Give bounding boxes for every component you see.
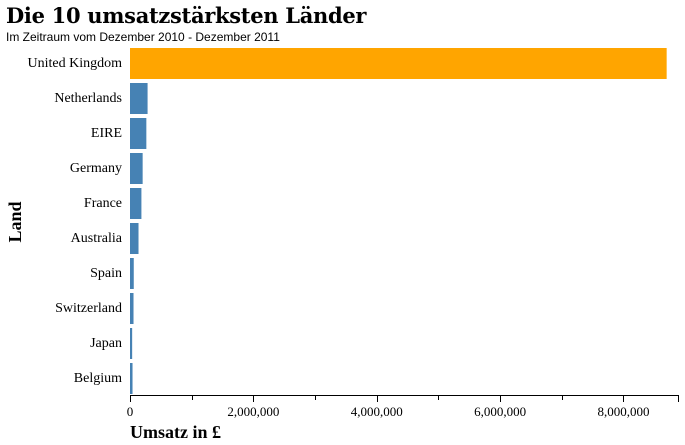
x-tick-label: 6,000,000 (474, 404, 526, 419)
y-tick-label-belgium: Belgium (74, 371, 122, 386)
bar-australia (130, 223, 139, 254)
bar-france (130, 188, 142, 219)
bar-switzerland (130, 293, 134, 324)
x-axis-title: Umsatz in £ (130, 422, 221, 442)
y-tick-label-united-kingdom: United Kingdom (28, 56, 123, 71)
chart-subtitle: Im Zeitraum vom Dezember 2010 - Dezember… (6, 30, 280, 44)
chart-title: Die 10 umsatzstärksten Länder (6, 3, 367, 28)
y-tick-label-australia: Australia (71, 231, 123, 246)
x-tick-label: 2,000,000 (227, 404, 279, 419)
bar-eire (130, 118, 147, 149)
y-tick-label-netherlands: Netherlands (54, 91, 122, 106)
x-tick-label: 0 (127, 404, 134, 419)
bars-group (130, 48, 667, 394)
bar-belgium (130, 363, 133, 394)
bar-netherlands (130, 83, 148, 114)
x-tick-label: 8,000,000 (597, 404, 649, 419)
x-tick-label: 4,000,000 (351, 404, 403, 419)
bar-united-kingdom (130, 48, 667, 79)
y-tick-label-eire: EIRE (91, 126, 122, 141)
bar-spain (130, 258, 134, 289)
y-tick-label-japan: Japan (90, 336, 122, 351)
y-tick-label-spain: Spain (90, 266, 122, 281)
x-axis: 0 2,000,000 4,000,000 6,000,000 8,000,000 (127, 395, 679, 419)
bar-germany (130, 153, 143, 184)
bar-japan (130, 328, 133, 359)
y-axis-labels: United Kingdom Netherlands EIRE Germany Fran… (28, 56, 123, 386)
y-tick-label-germany: Germany (70, 161, 122, 176)
y-tick-label-france: France (84, 196, 122, 211)
y-tick-label-switzerland: Switzerland (55, 301, 122, 316)
y-axis-title: Land (5, 201, 25, 242)
